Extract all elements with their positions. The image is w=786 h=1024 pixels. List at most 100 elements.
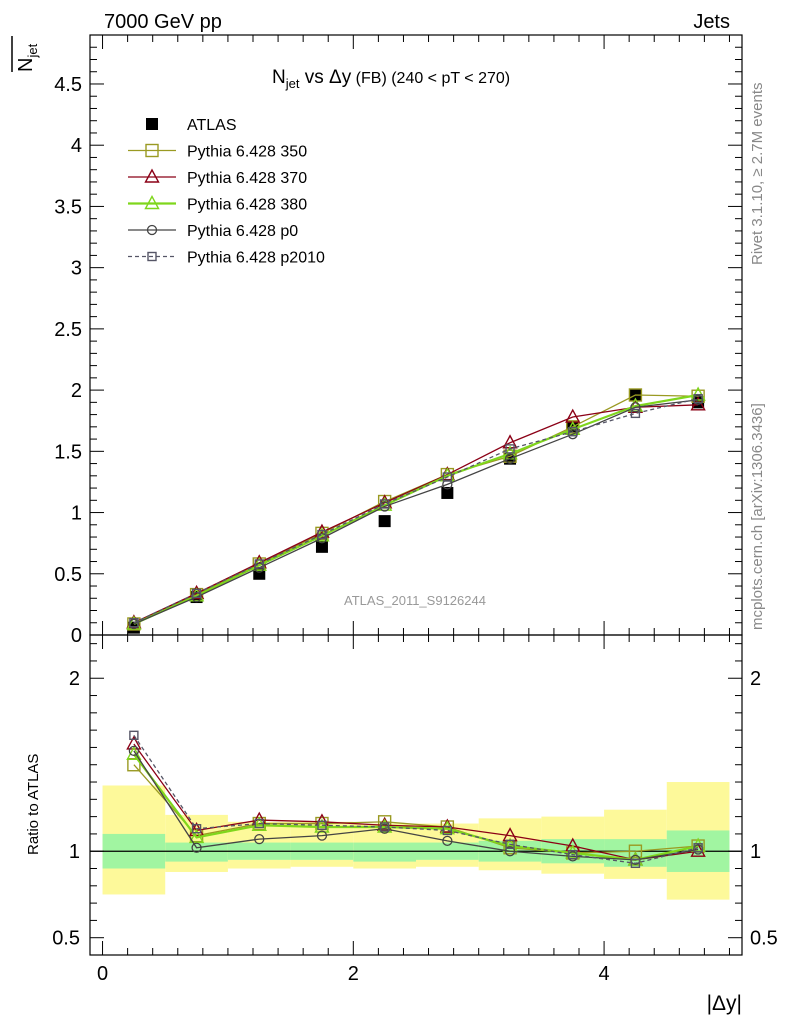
legend-label-1: Pythia 6.428 350 <box>187 144 307 161</box>
ratio-point-3-5 <box>442 835 453 846</box>
ratio-point-0-8 <box>628 844 643 858</box>
main-point-5-0 <box>129 618 139 628</box>
x-tick-label: 4 <box>599 963 610 985</box>
legend-label-3: Pythia 6.428 380 <box>187 197 307 214</box>
header-left: 7000 GeV pp <box>104 11 222 33</box>
x-axis-label: |Δy| <box>707 992 742 1015</box>
y-tick-label: 4.5 <box>54 74 82 96</box>
ratio-point-2-7 <box>565 844 581 859</box>
main-y-axis-label: Njet <box>11 36 40 72</box>
ratio-series-line-4 <box>133 734 699 864</box>
ratio-point-2-1 <box>188 828 205 844</box>
main-point-5-2 <box>254 559 264 569</box>
main-point-5-4 <box>379 499 390 509</box>
main-series-line-4 <box>133 399 699 625</box>
main-series-line-5 <box>133 398 699 624</box>
y-tick-label: 0.5 <box>54 564 82 586</box>
ratio-y-tick-label-right: 2 <box>750 668 761 690</box>
ratio-point-3-1 <box>191 842 202 853</box>
ratio-y-tick-label: 2 <box>69 668 80 690</box>
ratio-point-4-7 <box>568 849 578 860</box>
y-tick-label: 4 <box>71 135 82 157</box>
ratio-point-4-0 <box>129 730 139 741</box>
ratio-point-4-2 <box>254 818 264 829</box>
ratio-y-tick-label-right: 0.5 <box>750 928 778 950</box>
main-plot-frame: 0 0.5 1 1.5 2 2.5 3 3.5 4 4.5 <box>54 34 743 647</box>
y-tick-label: 1.5 <box>54 441 82 463</box>
side-label-top: Rivet 3.1.10, ≥ 2.7M events <box>749 83 766 266</box>
watermark: ATLAS_2011_S9126244 <box>344 593 486 608</box>
legend-marker-0 <box>146 118 158 130</box>
main-point-5-1 <box>191 588 202 599</box>
main-point-4-5 <box>442 479 453 490</box>
ratio-y-tick-label-right: 1 <box>750 841 761 863</box>
ratio-point-4-3 <box>317 820 327 830</box>
y-tick-label: 2.5 <box>54 319 82 341</box>
y-tick-label: 3.5 <box>54 196 82 218</box>
inner-band-4 <box>353 842 416 862</box>
ratio-point-4-5 <box>442 825 453 836</box>
y-tick-label: 1 <box>71 503 82 525</box>
ratio-series-line-1 <box>133 743 699 861</box>
legend-marker-3 <box>144 195 160 210</box>
ratio-point-3-6 <box>504 846 516 857</box>
svg-text:Njet: Njet <box>15 43 40 72</box>
ratio-series-group <box>126 730 706 869</box>
ratio-point-1-1 <box>188 821 205 837</box>
legend: ATLAS Pythia 6.428 350 Pythia 6.428 370 Pyt… <box>128 117 325 267</box>
ratio-y-tick-label: 0.5 <box>52 928 80 950</box>
ratio-y-axis-label: Ratio to ATLAS <box>25 754 42 855</box>
main-point-5-6 <box>505 444 515 454</box>
main-point-5-9 <box>693 393 703 404</box>
main-point-5-5 <box>442 472 453 482</box>
main-point-5-8 <box>630 408 641 419</box>
main-point-5-7 <box>568 427 578 437</box>
main-point-4-6 <box>504 453 516 464</box>
ratio-y-tick-label: 1 <box>69 841 80 863</box>
legend-label-4: Pythia 6.428 p0 <box>187 223 298 240</box>
legend-label-5: Pythia 6.428 p2010 <box>187 250 325 267</box>
ratio-series-line-0 <box>133 764 699 854</box>
y-tick-label: 2 <box>71 380 82 402</box>
side-label-bottom: mcplots.cern.ch [arXiv:1306.3436] <box>749 403 766 630</box>
x-tick-label: 2 <box>348 963 359 985</box>
legend-marker-4 <box>146 224 158 236</box>
frame-border <box>89 634 743 956</box>
ratio-point-3-3 <box>316 830 328 841</box>
y-tick-label: 0 <box>71 625 82 647</box>
ratio-series-line-2 <box>133 753 699 861</box>
main-point-0-4 <box>378 515 391 528</box>
ratio-point-4-6 <box>505 839 515 849</box>
legend-label-0: ATLAS <box>187 117 237 134</box>
main-series-5 <box>129 393 703 628</box>
plot-title: Njet vs Δy (FB) (240 < pT < 270) <box>272 67 510 91</box>
ratio-point-4-9 <box>693 843 703 853</box>
header-right: Jets <box>693 11 730 33</box>
ratio-point-3-2 <box>254 833 265 845</box>
ratio-point-4-8 <box>630 858 641 869</box>
ratio-point-4-4 <box>379 822 390 832</box>
legend-marker-5 <box>147 251 157 262</box>
legend-label-2: Pythia 6.428 370 <box>187 170 307 187</box>
main-series-group <box>126 386 706 634</box>
ratio-point-1-4 <box>376 816 393 831</box>
legend-marker-1 <box>145 143 159 158</box>
ratio-point-2-9 <box>690 837 706 852</box>
y-tick-label: 3 <box>71 258 82 280</box>
ratio-series-4 <box>129 730 703 869</box>
legend-marker-2 <box>144 168 160 183</box>
main-point-3-8 <box>627 397 644 412</box>
main-point-5-3 <box>317 529 327 540</box>
main-point-0-5 <box>441 486 454 499</box>
ratio-point-1-0 <box>126 735 142 750</box>
main-series-line-2 <box>133 404 699 624</box>
ratio-point-3-0 <box>128 745 140 757</box>
x-tick-label: 0 <box>97 963 108 985</box>
main-point-0-3 <box>315 540 328 553</box>
ratio-series-line-3 <box>133 750 699 861</box>
ratio-point-2-5 <box>439 820 456 835</box>
main-point-3-4 <box>376 496 393 511</box>
main-point-4-8 <box>630 402 641 413</box>
ratio-point-4-1 <box>191 824 202 834</box>
